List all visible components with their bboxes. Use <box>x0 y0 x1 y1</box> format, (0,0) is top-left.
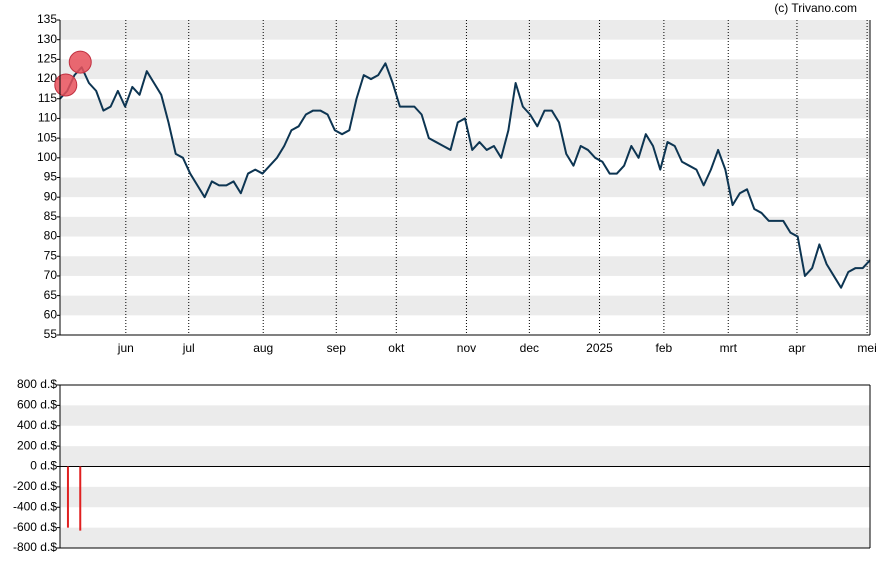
price-line <box>59 62 871 289</box>
y-tick-label: 0 d.$ <box>30 459 57 473</box>
y-tick-label: -200 d.$ <box>13 479 57 493</box>
y-tick-label: 135 <box>37 12 57 26</box>
trade-marker <box>68 50 92 74</box>
y-tick-label: 600 d.$ <box>17 398 57 412</box>
x-tick-label: apr <box>788 341 805 355</box>
y-tick-label: 125 <box>37 52 57 66</box>
trade-marker <box>54 73 78 97</box>
y-tick-label: 85 <box>44 209 58 223</box>
x-tick-label: mrt <box>720 341 738 355</box>
stripe <box>60 138 870 158</box>
y-tick-label: 400 d.$ <box>17 418 57 432</box>
credit: (c) Trivano.com <box>774 1 857 15</box>
y-tick-label: -800 d.$ <box>13 540 57 554</box>
stripe <box>60 295 870 316</box>
y-tick-label: 70 <box>44 268 58 282</box>
y-tick-label: 105 <box>37 130 57 144</box>
x-tick-label: sep <box>327 341 347 355</box>
stripe <box>60 405 870 426</box>
x-tick-label: aug <box>253 341 273 355</box>
y-tick-label: -400 d.$ <box>13 499 57 513</box>
stripe <box>60 20 870 40</box>
y-tick-label: 55 <box>44 327 58 341</box>
x-tick-label: feb <box>656 341 673 355</box>
x-tick-label: dec <box>520 341 539 355</box>
x-tick-label: jul <box>182 341 195 355</box>
y-tick-label: 130 <box>37 32 57 46</box>
x-tick-label: okt <box>388 341 405 355</box>
y-tick-label: 110 <box>38 111 57 125</box>
x-tick-label: mei <box>857 341 876 355</box>
y-tick-label: 100 <box>37 150 57 164</box>
y-tick-label: 80 <box>44 229 58 243</box>
y-tick-label: 95 <box>44 170 58 184</box>
y-tick-label: 200 d.$ <box>17 438 57 452</box>
y-tick-label: 115 <box>38 91 57 105</box>
stripe <box>60 59 870 80</box>
stripe <box>60 486 870 508</box>
x-tick-label: nov <box>457 341 476 355</box>
stripe <box>60 98 870 119</box>
stripe <box>60 527 870 548</box>
stripe <box>60 216 870 237</box>
stripe <box>60 256 870 276</box>
y-tick-label: 90 <box>44 189 58 203</box>
y-tick-label: 75 <box>44 248 58 262</box>
y-tick-label: 800 d.$ <box>17 377 57 391</box>
y-tick-label: -600 d.$ <box>13 520 57 534</box>
y-tick-label: 65 <box>44 288 58 302</box>
x-tick-label: jun <box>117 341 134 355</box>
y-tick-label: 120 <box>37 71 57 85</box>
y-tick-label: 60 <box>44 307 58 321</box>
stripe <box>60 446 870 467</box>
stripe <box>60 177 870 198</box>
x-tick-label: 2025 <box>586 341 613 355</box>
